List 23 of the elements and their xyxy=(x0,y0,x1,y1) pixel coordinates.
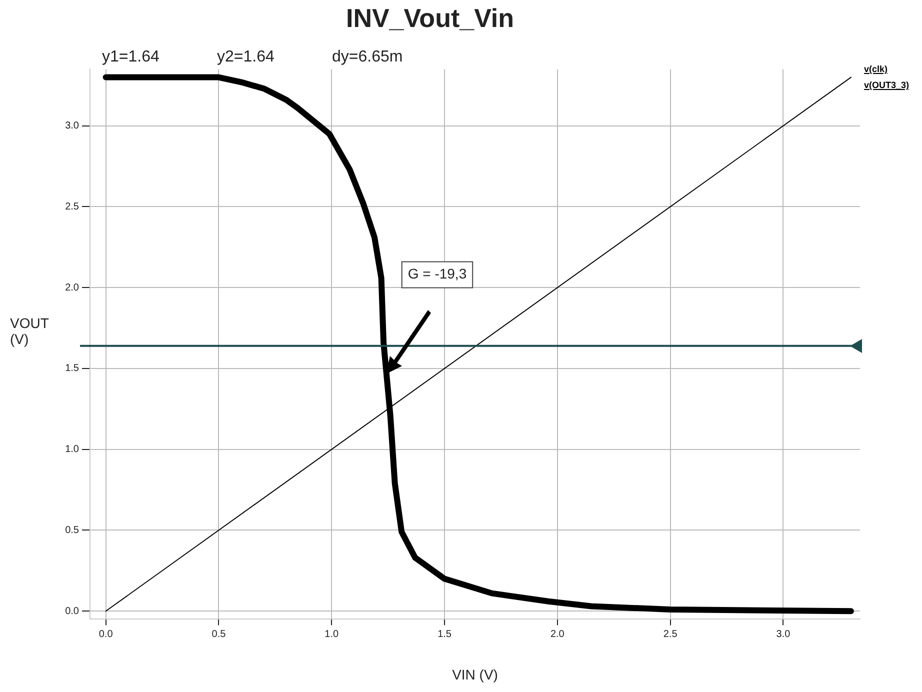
series-label: v(clk) xyxy=(864,63,889,76)
x-tick-label: 2.5 xyxy=(663,628,678,640)
x-tick-label: 3.0 xyxy=(776,628,791,640)
y-tick-label: 3.0 xyxy=(65,120,80,132)
y-tick-label: 2.0 xyxy=(65,282,80,294)
y-tick-label: 0.0 xyxy=(65,606,80,617)
y-tick-label: 1.5 xyxy=(65,363,80,374)
y-tick-label: 0.5 xyxy=(65,524,80,536)
x-axis-title: VIN (V) xyxy=(452,666,498,682)
x-tick-label: 2.0 xyxy=(550,628,565,640)
x-tick-label: 0.0 xyxy=(98,628,114,640)
text: dy=6.65m xyxy=(332,48,403,66)
chart-title: INV_Vout_Vin xyxy=(346,2,514,33)
text: y1=1.64 xyxy=(102,48,160,66)
y-tick-label: 1.0 xyxy=(65,444,80,456)
x-tick-label: 1.5 xyxy=(438,628,452,640)
text: v(OUT3_3) xyxy=(864,79,910,92)
text: y2=1.64 xyxy=(217,48,274,66)
y-axis-title: VOUT (V) xyxy=(10,315,50,348)
x-tick-label: 0.5 xyxy=(212,628,226,640)
x-tick-label: 1.0 xyxy=(324,628,339,640)
y-tick-label: 2.5 xyxy=(65,201,80,212)
annotation: G = -19,3 xyxy=(408,266,467,282)
